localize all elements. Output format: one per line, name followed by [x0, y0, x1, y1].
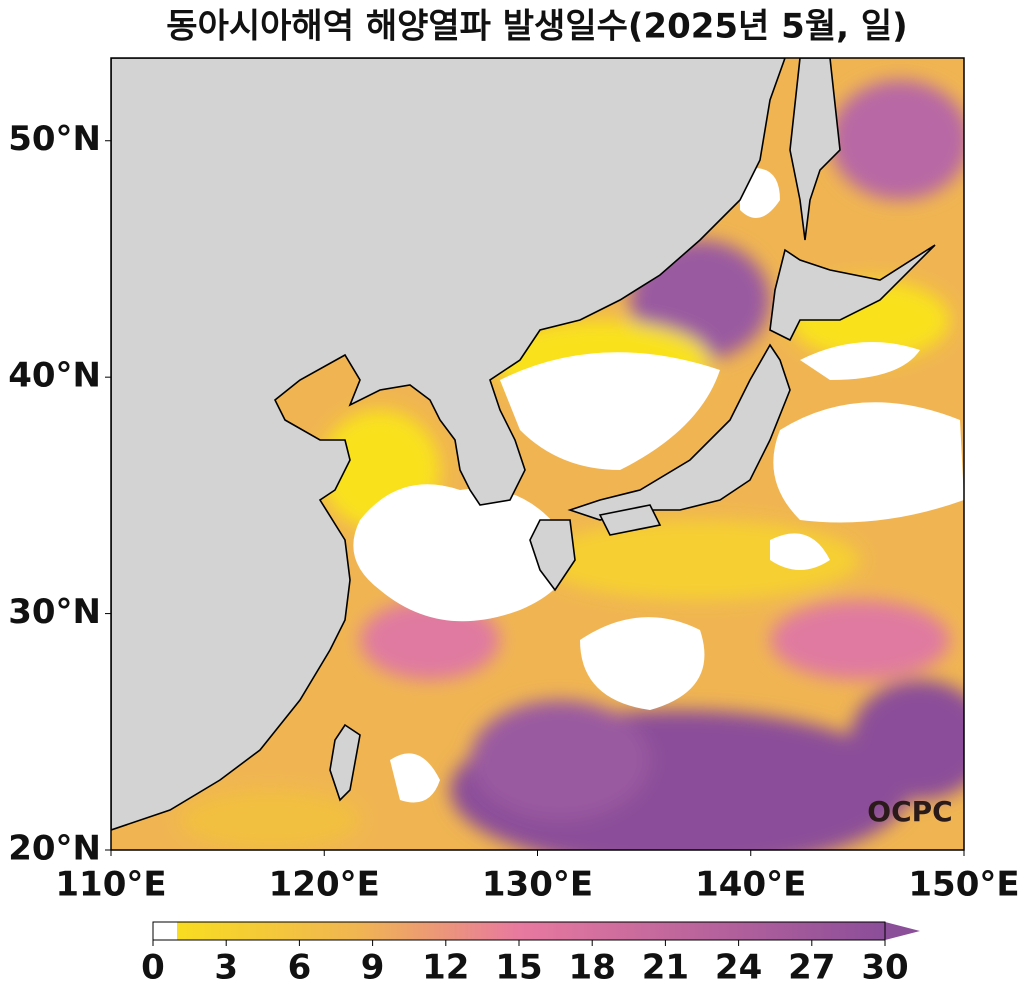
- y-tick-label: 30°N: [8, 592, 101, 632]
- colorbar-extend: [885, 922, 920, 940]
- x-tick-label: 150°E: [908, 865, 1019, 905]
- colorbar-tick-label: 0: [141, 948, 165, 988]
- colorbar-tick-label: 3: [214, 948, 238, 988]
- watermark: OCPC: [867, 795, 952, 828]
- colorbar: [152, 921, 920, 941]
- y-tick-label: 40°N: [8, 356, 101, 396]
- land: [111, 58, 936, 831]
- colorbar-tick-label: 24: [715, 948, 762, 988]
- colorbar-tick-label: 30: [861, 948, 908, 988]
- map-title: 동아시아해역 해양열파 발생일수(2025년 5월, 일): [166, 7, 907, 47]
- y-tick-label: 50°N: [8, 119, 101, 159]
- colorbar-zero: [153, 922, 177, 940]
- colorbar-tick-label: 27: [788, 948, 835, 988]
- x-tick-label: 120°E: [269, 865, 380, 905]
- colorbar-tick-label: 18: [569, 948, 616, 988]
- colorbar-tick-label: 21: [642, 948, 689, 988]
- x-tick-label: 130°E: [482, 865, 593, 905]
- y-tick-label: 20°N: [8, 829, 101, 869]
- colorbar-bar: [153, 922, 885, 940]
- x-tick-label: 110°E: [55, 865, 166, 905]
- colorbar-tick-label: 9: [361, 948, 385, 988]
- colorbar-tick-label: 6: [288, 948, 312, 988]
- x-tick-label: 140°E: [695, 865, 806, 905]
- colorbar-tick-label: 12: [422, 948, 469, 988]
- colorbar-tick-label: 15: [495, 948, 542, 988]
